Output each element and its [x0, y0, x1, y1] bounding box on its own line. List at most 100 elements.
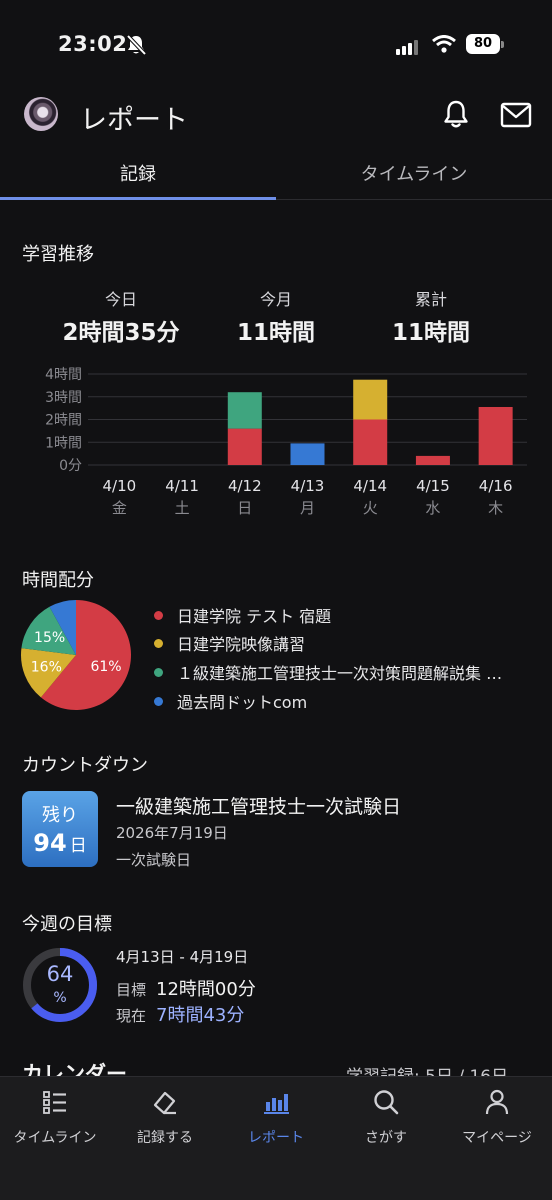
- status-time: 23:02: [58, 32, 128, 56]
- countdown-days: 94 日: [22, 829, 98, 857]
- goal-progress-ring: [23, 948, 97, 1022]
- goal-target-value: 12時間00分: [156, 979, 256, 1000]
- y-tick-label: 2時間: [45, 413, 82, 429]
- stat-today-value: 2時間35分: [62, 320, 180, 346]
- goal-target-row: 目標 12時間00分: [116, 975, 256, 1001]
- goal-percent: 64: [46, 962, 74, 986]
- legend-item: 日建学院 テスト 宿題: [154, 603, 331, 627]
- x-tick-label: 4/14: [353, 477, 387, 495]
- bar-chart-icon: [264, 1094, 289, 1114]
- stat-today-label: 今日: [104, 290, 137, 309]
- weekday-label: 木: [488, 499, 503, 517]
- stat-month-label: 今月: [259, 290, 292, 309]
- bell-off-icon: [126, 34, 146, 56]
- stat-total-label: 累計: [414, 290, 447, 309]
- weekday-label: 金: [112, 499, 127, 517]
- weekday-label: 土: [175, 499, 190, 517]
- legend-item: １級建築施工管理技士一次対策問題解説集 …: [154, 660, 502, 684]
- search-icon: [374, 1090, 399, 1115]
- legend-label: 日建学院 テスト 宿題: [177, 607, 332, 626]
- goal-percent-sign: %: [53, 990, 67, 1006]
- nav-label: マイページ: [462, 1130, 532, 1146]
- nav-timeline[interactable]: タイムライン: [0, 1088, 110, 1147]
- pie-slice: [21, 606, 76, 655]
- nav-label: タイムライン: [13, 1130, 97, 1146]
- battery-indicator: 80: [466, 34, 504, 54]
- x-tick-label: 4/12: [228, 477, 262, 495]
- bar-segment: [478, 406, 513, 465]
- nav-search[interactable]: さがす: [331, 1088, 441, 1147]
- weekday-label: 火: [363, 499, 378, 517]
- weekday-label: 水: [425, 499, 440, 517]
- legend-item: 過去問ドットcom: [154, 689, 307, 713]
- bell-icon[interactable]: [442, 99, 470, 129]
- pencil-icon: [153, 1091, 176, 1115]
- nav-label: 記録する: [137, 1130, 193, 1146]
- bar-segment: [227, 428, 262, 465]
- list-icon: [43, 1091, 66, 1114]
- tab-timeline[interactable]: タイムライン: [360, 164, 468, 185]
- bar-segment: [290, 443, 325, 465]
- bar-segment: [353, 379, 388, 420]
- bar-segment: [415, 455, 450, 465]
- goal-current-value: 7時間43分: [156, 1005, 245, 1026]
- y-tick-label: 0分: [59, 458, 82, 474]
- tab-record[interactable]: 記録: [120, 164, 156, 185]
- countdown-days-number: 94: [33, 829, 67, 857]
- x-tick-label: 4/16: [479, 477, 513, 495]
- legend-label: 過去問ドットcom: [177, 693, 308, 712]
- legend-label: 日建学院映像講習: [177, 635, 306, 654]
- x-tick-label: 4/10: [103, 477, 137, 495]
- nav-label: さがす: [365, 1130, 407, 1146]
- bar-segment: [227, 392, 262, 429]
- legend-dot: [154, 639, 163, 648]
- goal-target-label: 目標: [116, 981, 147, 999]
- legend-item: 日建学院映像講習: [154, 631, 305, 655]
- legend-dot: [154, 668, 163, 677]
- nav-record[interactable]: 記録する: [110, 1088, 220, 1147]
- pie-slice: [40, 600, 131, 710]
- countdown-badge[interactable]: 残り 94 日: [22, 791, 98, 867]
- time-allocation-title: 時間配分: [22, 570, 94, 591]
- goal-progress-arc: [23, 948, 97, 1022]
- signal-icon: [396, 36, 420, 55]
- pie-slice: [49, 600, 76, 655]
- x-tick-label: 4/13: [291, 477, 325, 495]
- y-tick-label: 1時間: [45, 435, 82, 451]
- countdown-event-title[interactable]: 一級建築施工管理技士一次試験日: [116, 796, 402, 818]
- bottom-nav: [0, 1076, 552, 1200]
- goal-current-label: 現在: [116, 1007, 147, 1025]
- nav-label: レポート: [248, 1130, 304, 1146]
- weekday-label: 月: [300, 499, 315, 517]
- weekday-label: 日: [237, 499, 252, 517]
- y-tick-label: 3時間: [45, 390, 82, 406]
- legend-dot: [154, 611, 163, 620]
- countdown-title: カウントダウン: [22, 755, 148, 776]
- weekly-goal-title: 今週の目標: [22, 914, 112, 935]
- goal-current-row: 現在 7時間43分: [116, 1001, 244, 1027]
- study-trend-title: 学習推移: [22, 244, 94, 265]
- active-tab-indicator: [0, 197, 276, 200]
- pie-slice: [21, 648, 77, 698]
- study-trend-chart: 0分 1時間 2時間 3時間 4時間 4/10 金 4/11 土 4/12 日 4/13 月 4/14 火 4…: [45, 367, 527, 517]
- bar-segment: [353, 419, 388, 465]
- nav-mypage[interactable]: マイページ: [442, 1088, 552, 1147]
- tab-divider: [0, 199, 552, 200]
- x-tick-label: 4/15: [416, 477, 450, 495]
- goal-date-range: 4月13日 - 4月19日: [116, 948, 249, 966]
- stat-total-value: 11時間: [391, 320, 470, 346]
- pie-slice-label: 61%: [90, 659, 121, 675]
- person-icon: [485, 1089, 509, 1115]
- nav-report[interactable]: レポート: [221, 1088, 331, 1147]
- y-tick-label: 4時間: [45, 367, 82, 383]
- avatar[interactable]: [24, 97, 58, 131]
- pie-slice-label: 15%: [34, 630, 65, 646]
- legend-label: １級建築施工管理技士一次対策問題解説集 …: [177, 664, 503, 683]
- wifi-icon: [432, 35, 456, 53]
- countdown-date: 2026年7月19日: [116, 824, 228, 842]
- countdown-remain-label: 残り: [42, 805, 78, 826]
- countdown-days-unit: 日: [69, 836, 87, 856]
- stat-month-value: 11時間: [236, 320, 315, 346]
- pie-slice-label: 16%: [31, 660, 62, 676]
- mail-icon[interactable]: [500, 102, 532, 128]
